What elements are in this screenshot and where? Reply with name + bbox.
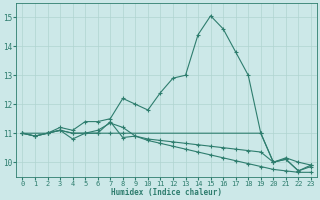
X-axis label: Humidex (Indice chaleur): Humidex (Indice chaleur)	[111, 188, 222, 197]
